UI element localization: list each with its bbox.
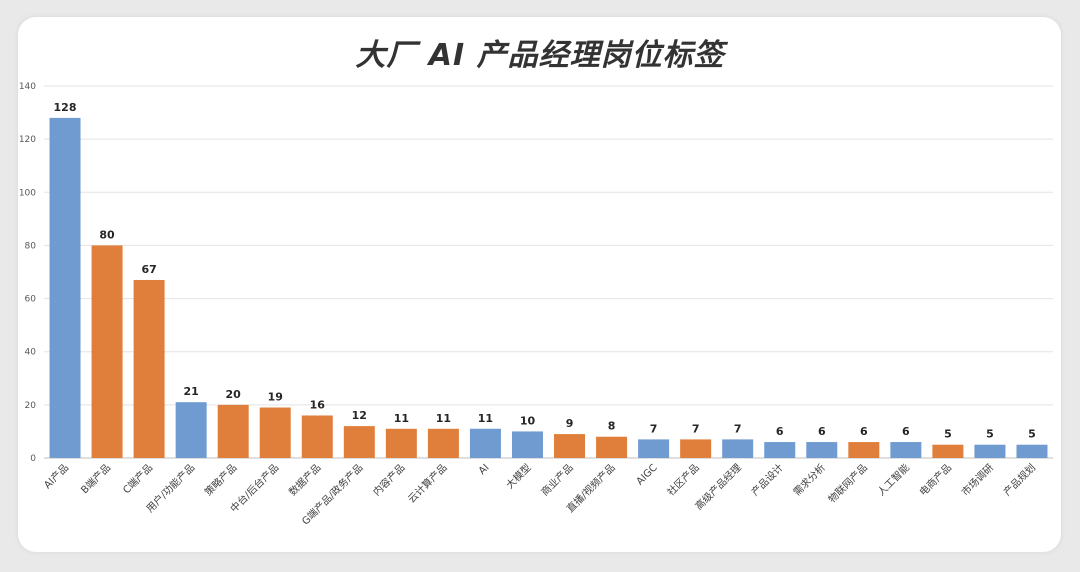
bars bbox=[49, 117, 1048, 458]
data-label: 9 bbox=[566, 417, 574, 430]
y-tick-label: 0 bbox=[30, 454, 36, 464]
x-tick-label: 策略产品 bbox=[202, 461, 239, 498]
y-tick-label: 120 bbox=[19, 135, 36, 145]
x-tick-label: 需求分析 bbox=[790, 461, 827, 498]
data-label: 5 bbox=[1028, 428, 1036, 441]
bar bbox=[217, 404, 249, 458]
data-label: 80 bbox=[99, 228, 115, 241]
bar bbox=[722, 439, 754, 458]
bar bbox=[890, 442, 922, 458]
data-label: 67 bbox=[141, 263, 156, 276]
data-label: 5 bbox=[944, 428, 952, 441]
bar bbox=[91, 245, 123, 458]
x-tick-label: AIGC bbox=[635, 462, 660, 487]
gridlines bbox=[44, 85, 1053, 459]
bar bbox=[848, 442, 880, 458]
x-tick-label: 内容产品 bbox=[370, 461, 407, 498]
bar bbox=[1016, 444, 1048, 458]
bar bbox=[49, 117, 81, 458]
data-label: 21 bbox=[183, 385, 198, 398]
data-label: 128 bbox=[54, 101, 77, 114]
data-label: 8 bbox=[608, 420, 616, 433]
x-tick-label: B端产品 bbox=[78, 461, 113, 496]
y-tick-label: 80 bbox=[25, 241, 37, 251]
data-label: 11 bbox=[478, 412, 493, 425]
chart-card bbox=[18, 17, 1061, 552]
x-tick-label: AI产品 bbox=[41, 461, 71, 491]
data-labels: 128 80 67 21 20 19 16 12 11 11 11 10 9 8 7 7 7 6 6 6 6 5 5 5 bbox=[54, 101, 1036, 441]
y-tick-label: 60 bbox=[25, 295, 37, 305]
x-tick-label: 社区产品 bbox=[664, 461, 701, 498]
chart-title: 大厂 AI 产品经理岗位标签 bbox=[355, 38, 725, 73]
data-label: 10 bbox=[520, 414, 536, 427]
x-tick-label: AI bbox=[477, 462, 492, 477]
y-tick-label: 40 bbox=[25, 348, 37, 358]
data-label: 11 bbox=[394, 412, 409, 425]
x-tick-label: 大模型 bbox=[503, 461, 533, 491]
data-label: 6 bbox=[818, 425, 826, 438]
data-label: 19 bbox=[268, 391, 283, 404]
data-label: 6 bbox=[860, 425, 868, 438]
x-tick-label: 电商产品 bbox=[917, 461, 954, 498]
x-tick-label: 数据产品 bbox=[286, 461, 323, 498]
data-label: 12 bbox=[352, 409, 367, 422]
data-label: 7 bbox=[650, 422, 658, 435]
x-tick-label: 物联网产品 bbox=[825, 461, 870, 506]
x-tick-label: C端产品 bbox=[120, 461, 155, 496]
x-tick-label: 商业产品 bbox=[538, 461, 575, 498]
x-tick-label: 云计算产品 bbox=[405, 461, 450, 506]
bar bbox=[133, 279, 165, 458]
y-axis-ticks: 0 20 40 60 80 100 120 140 bbox=[19, 82, 36, 464]
data-label: 6 bbox=[902, 425, 910, 438]
y-tick-label: 100 bbox=[19, 188, 36, 198]
data-label: 5 bbox=[986, 428, 994, 441]
x-tick-label: 产品规划 bbox=[1001, 461, 1038, 498]
x-tick-label: 人工智能 bbox=[874, 461, 911, 498]
data-label: 6 bbox=[776, 425, 784, 438]
bar bbox=[301, 415, 333, 458]
bar bbox=[175, 402, 207, 458]
y-tick-label: 20 bbox=[25, 401, 37, 411]
bar bbox=[932, 444, 964, 458]
bar bbox=[764, 442, 796, 458]
x-tick-label: 市场调研 bbox=[959, 461, 996, 498]
data-label: 11 bbox=[436, 412, 451, 425]
bar bbox=[259, 407, 291, 458]
data-label: 7 bbox=[734, 422, 742, 435]
bar bbox=[554, 434, 586, 458]
bar bbox=[427, 428, 459, 458]
bar bbox=[680, 439, 712, 458]
bar bbox=[638, 439, 670, 458]
bar bbox=[511, 431, 543, 458]
y-tick-label: 140 bbox=[19, 82, 36, 92]
data-label: 20 bbox=[226, 388, 242, 401]
bar bbox=[343, 426, 375, 458]
bar bbox=[596, 436, 628, 458]
bar bbox=[385, 428, 417, 458]
data-label: 7 bbox=[692, 422, 700, 435]
x-tick-label: 产品设计 bbox=[748, 461, 785, 498]
bar bbox=[806, 442, 838, 458]
data-label: 16 bbox=[310, 398, 326, 411]
bar bbox=[469, 428, 501, 458]
bar bbox=[974, 444, 1006, 458]
